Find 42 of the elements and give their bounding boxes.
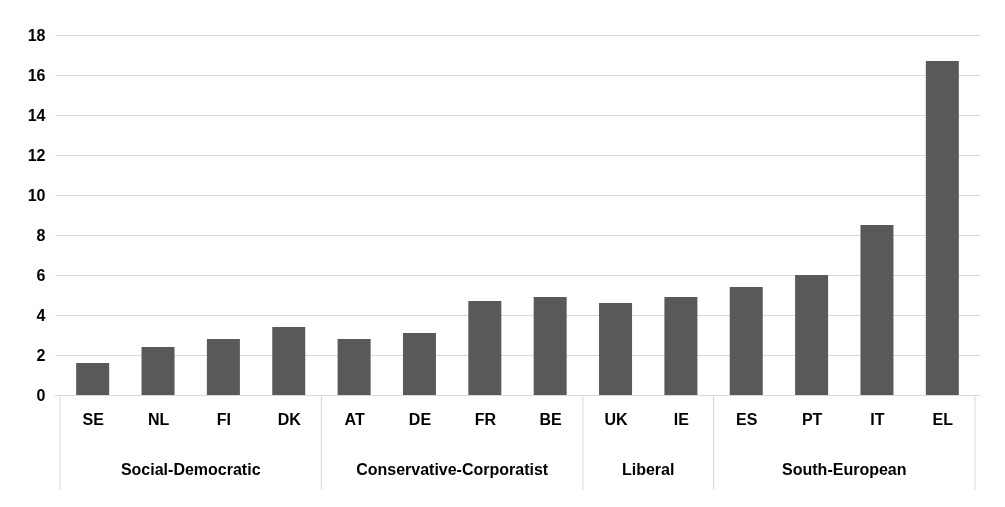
bar <box>337 339 371 395</box>
bar <box>76 363 110 395</box>
x-tick-label: FR <box>474 410 497 428</box>
x-tick-label: DE <box>408 410 432 428</box>
bar <box>599 303 633 395</box>
bar <box>206 339 240 395</box>
bar <box>729 287 763 395</box>
x-tick-label: NL <box>147 410 170 428</box>
y-tick-label: 12 <box>27 146 46 164</box>
x-tick-label: SE <box>82 410 105 428</box>
y-tick-label: 10 <box>27 186 46 204</box>
x-tick-label: FI <box>216 410 231 428</box>
y-tick-label: 14 <box>27 106 46 124</box>
x-tick-label: IE <box>673 410 690 428</box>
bar <box>925 61 959 395</box>
y-tick-label: 18 <box>27 26 46 44</box>
x-tick-label: UK <box>604 410 629 428</box>
bar <box>141 347 175 395</box>
x-tick-label: BE <box>539 410 563 428</box>
text: Liberal <box>621 461 675 478</box>
x-tick-label: PT <box>801 410 823 428</box>
y-tick-label: 2 <box>36 346 46 364</box>
x-tick-label: AT <box>344 410 365 428</box>
text: Conservative-Corporatist <box>356 461 549 478</box>
bar <box>664 297 698 395</box>
x-tick-label: IT <box>870 410 885 428</box>
bar <box>795 275 829 395</box>
bar <box>272 327 306 395</box>
x-tick-label: ES <box>736 410 758 428</box>
y-tick-label: 6 <box>36 266 46 284</box>
bar <box>402 333 436 395</box>
y-tick-label: 0 <box>36 386 46 404</box>
y-tick-label: 4 <box>36 306 46 324</box>
y-tick-label: 16 <box>27 66 46 84</box>
y-tick-label: 8 <box>36 226 46 244</box>
bar <box>468 301 502 395</box>
x-tick-label: EL <box>932 410 954 428</box>
bar <box>860 225 894 395</box>
text: Social-Democratic <box>120 461 261 478</box>
text: South-European <box>782 461 907 478</box>
bar <box>533 297 567 395</box>
x-tick-label: DK <box>277 410 302 428</box>
